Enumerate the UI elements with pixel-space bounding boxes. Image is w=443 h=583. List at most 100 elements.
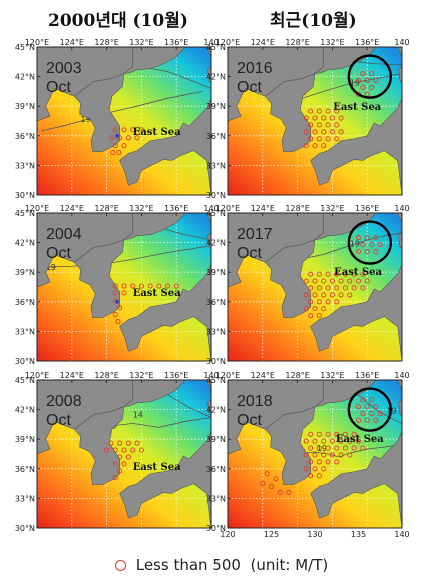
catch-marker <box>364 278 370 284</box>
legend-marker-icon <box>114 560 126 571</box>
catch-marker <box>130 283 136 289</box>
catch-marker <box>355 278 362 284</box>
latitude-tick-label: 33°N <box>15 327 35 336</box>
sst-map-2008: 1419East Sea2008Oct120°E124°E128°E132°E1… <box>15 371 219 533</box>
isotherm-line <box>41 245 211 268</box>
longitude-tick-label: 140 <box>203 371 218 380</box>
legend-marker-label: Less than 500 <box>135 556 241 574</box>
catch-marker <box>321 115 327 121</box>
highlight-circle <box>347 387 393 432</box>
catch-marker <box>112 312 118 318</box>
latitude-tick-label: 36°N <box>15 465 35 474</box>
latitude-tick-label: 30°N <box>15 357 35 366</box>
catch-marker <box>316 473 322 479</box>
panel-month-label: Oct <box>237 245 262 262</box>
longitude-tick-label: 136°E <box>355 38 379 47</box>
longitude-tick-label: 128°E <box>285 204 309 213</box>
catch-marker <box>316 431 322 437</box>
catch-marker <box>338 129 344 135</box>
panel-year-label: 2004 <box>46 226 82 243</box>
catch-marker <box>312 129 318 135</box>
isotherm-line <box>294 443 402 458</box>
catch-marker <box>355 404 362 410</box>
catch-marker <box>117 440 123 446</box>
catch-marker <box>334 271 340 277</box>
catch-marker <box>347 292 353 298</box>
sst-map-2003: 19 East Sea 2003 Oct 120°E 124°E 128°E 132°E 136… <box>15 38 219 200</box>
catch-marker <box>377 242 383 248</box>
longitude-tick-label: 132°E <box>129 204 153 213</box>
catch-marker <box>303 452 309 458</box>
latitude-tick-label: 30°N <box>206 524 226 533</box>
catch-marker <box>316 122 322 128</box>
bottom-longitude-tick-label: 130 <box>307 530 322 539</box>
russia-land <box>122 380 211 408</box>
isotherm-line <box>358 394 402 424</box>
latitude-tick-label: 30°N <box>206 357 226 366</box>
catch-marker <box>373 417 379 424</box>
catch-marker <box>321 129 327 135</box>
catch-marker <box>308 313 314 319</box>
catch-marker <box>347 438 353 444</box>
longitude-tick-label: 120°E <box>216 204 240 213</box>
longitude-tick-label: 136°E <box>164 371 188 380</box>
catch-marker <box>351 431 357 437</box>
catch-marker <box>260 481 266 487</box>
catch-marker <box>316 459 322 465</box>
longitude-tick-label: 124°E <box>251 204 275 213</box>
longitude-tick-label: 136°E <box>355 204 379 213</box>
latitude-tick-label: 42°N <box>206 406 226 415</box>
catch-marker <box>308 136 314 142</box>
highlight-circle <box>347 220 393 265</box>
longitude-tick-label: 132°E <box>129 371 153 380</box>
catch-marker <box>312 452 318 458</box>
japan-land <box>310 431 402 528</box>
catch-marker <box>316 313 322 319</box>
longitude-tick-label: 128°E <box>94 38 118 47</box>
latitude-tick-label: 42°N <box>15 239 35 248</box>
longitude-tick-label: 124°E <box>251 38 275 47</box>
japan-land <box>310 98 402 195</box>
catch-marker <box>303 306 309 312</box>
catch-marker <box>334 108 340 114</box>
isotherm-label: 19 <box>350 78 360 87</box>
map-panel-2004: 1419East Sea2004Oct120°E124°E128°E132°E1… <box>15 204 219 366</box>
russia-land <box>122 213 211 241</box>
latitude-tick-label: 36°N <box>206 465 226 474</box>
catch-marker <box>325 299 331 305</box>
latitude-tick-label: 30°N <box>15 524 35 533</box>
catch-marker <box>286 489 292 496</box>
catch-marker <box>364 248 370 255</box>
catch-marker <box>308 108 314 114</box>
isotherm-label: 14 <box>133 410 143 419</box>
catch-marker <box>355 77 362 84</box>
catch-marker <box>316 136 322 142</box>
catch-marker <box>125 440 131 446</box>
catch-marker <box>316 299 322 305</box>
latitude-tick-label: 39°N <box>15 102 35 111</box>
latitude-tick-label: 45°N <box>206 376 226 385</box>
longitude-tick-label: 132°E <box>320 371 344 380</box>
catch-marker <box>355 248 362 255</box>
latitude-tick-label: 33°N <box>206 161 226 170</box>
catch-marker <box>130 127 136 133</box>
panel-year-label: 2016 <box>237 60 273 77</box>
latitude-tick-label: 39°N <box>206 268 226 277</box>
catch-marker <box>355 438 362 444</box>
longitude-tick-label: 120°E <box>25 371 49 380</box>
map-panel-2016: 1917East Sea2016Oct120°E124°E128°E132°E1… <box>206 38 410 200</box>
latitude-tick-label: 36°N <box>206 132 226 141</box>
catch-marker <box>334 136 340 142</box>
catch-marker <box>303 466 309 472</box>
catch-marker <box>325 459 331 465</box>
catch-marker <box>329 292 335 298</box>
latitude-tick-label: 42°N <box>15 73 35 82</box>
catch-marker <box>116 150 122 156</box>
catch-marker <box>321 306 327 312</box>
catch-marker <box>321 292 327 298</box>
longitude-tick-label: 120°E <box>25 204 49 213</box>
panel-month-label: Oct <box>46 79 71 96</box>
catch-marker <box>117 468 123 474</box>
catch-marker <box>173 283 179 289</box>
catch-marker <box>334 122 340 128</box>
